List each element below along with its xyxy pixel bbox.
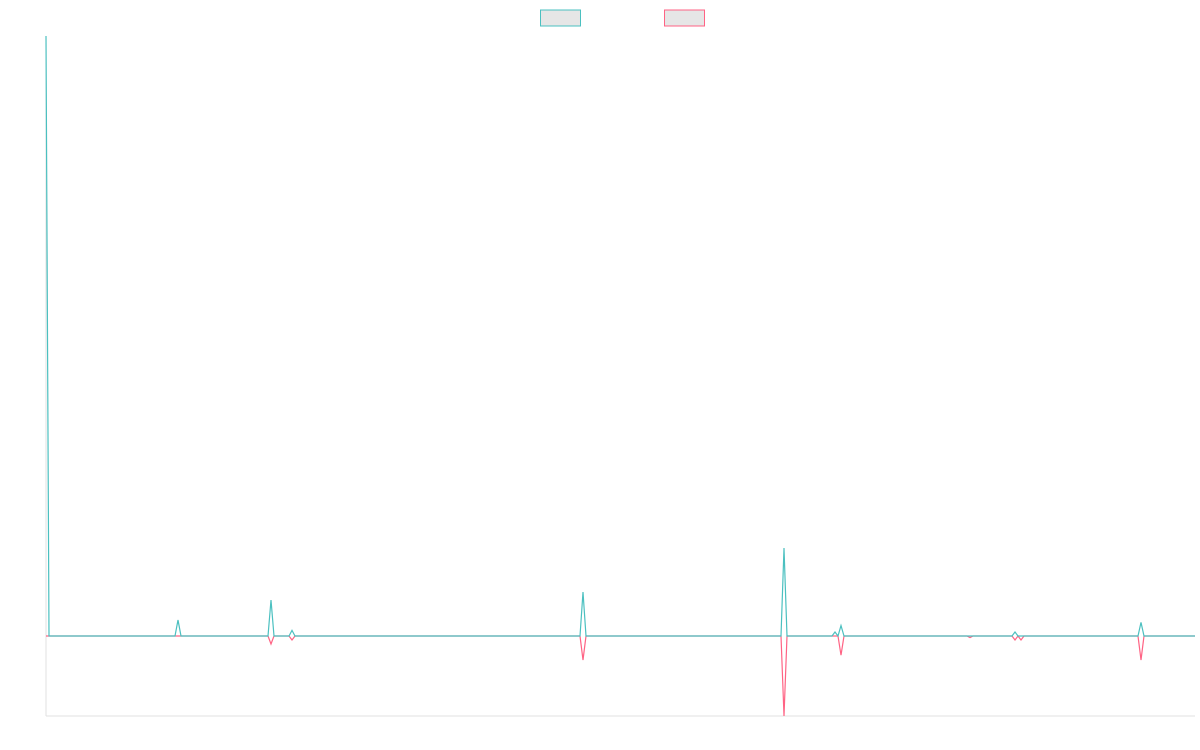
legend-swatch (664, 9, 705, 27)
line-series (46, 635, 1195, 717)
legend-swatch (540, 9, 581, 27)
line-series (45, 35, 1195, 638)
